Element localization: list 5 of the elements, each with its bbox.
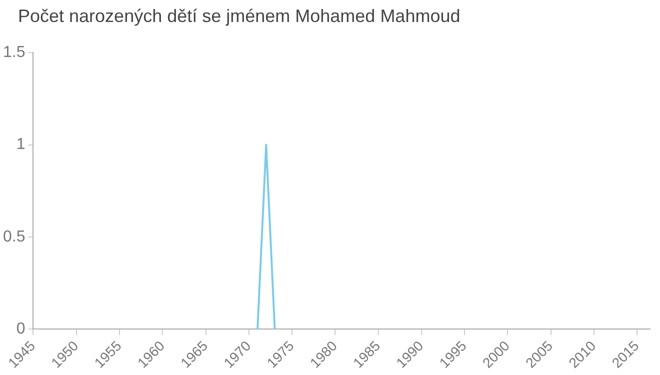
y-tick-label: 0.5 (2, 228, 26, 246)
chart-title: Počet narozených dětí se jménem Mohamed Mahmoud (18, 6, 460, 27)
y-tick-label: 1 (16, 136, 26, 154)
y-tick-label: 0 (16, 320, 26, 338)
y-tick-label: 1.5 (2, 44, 26, 62)
